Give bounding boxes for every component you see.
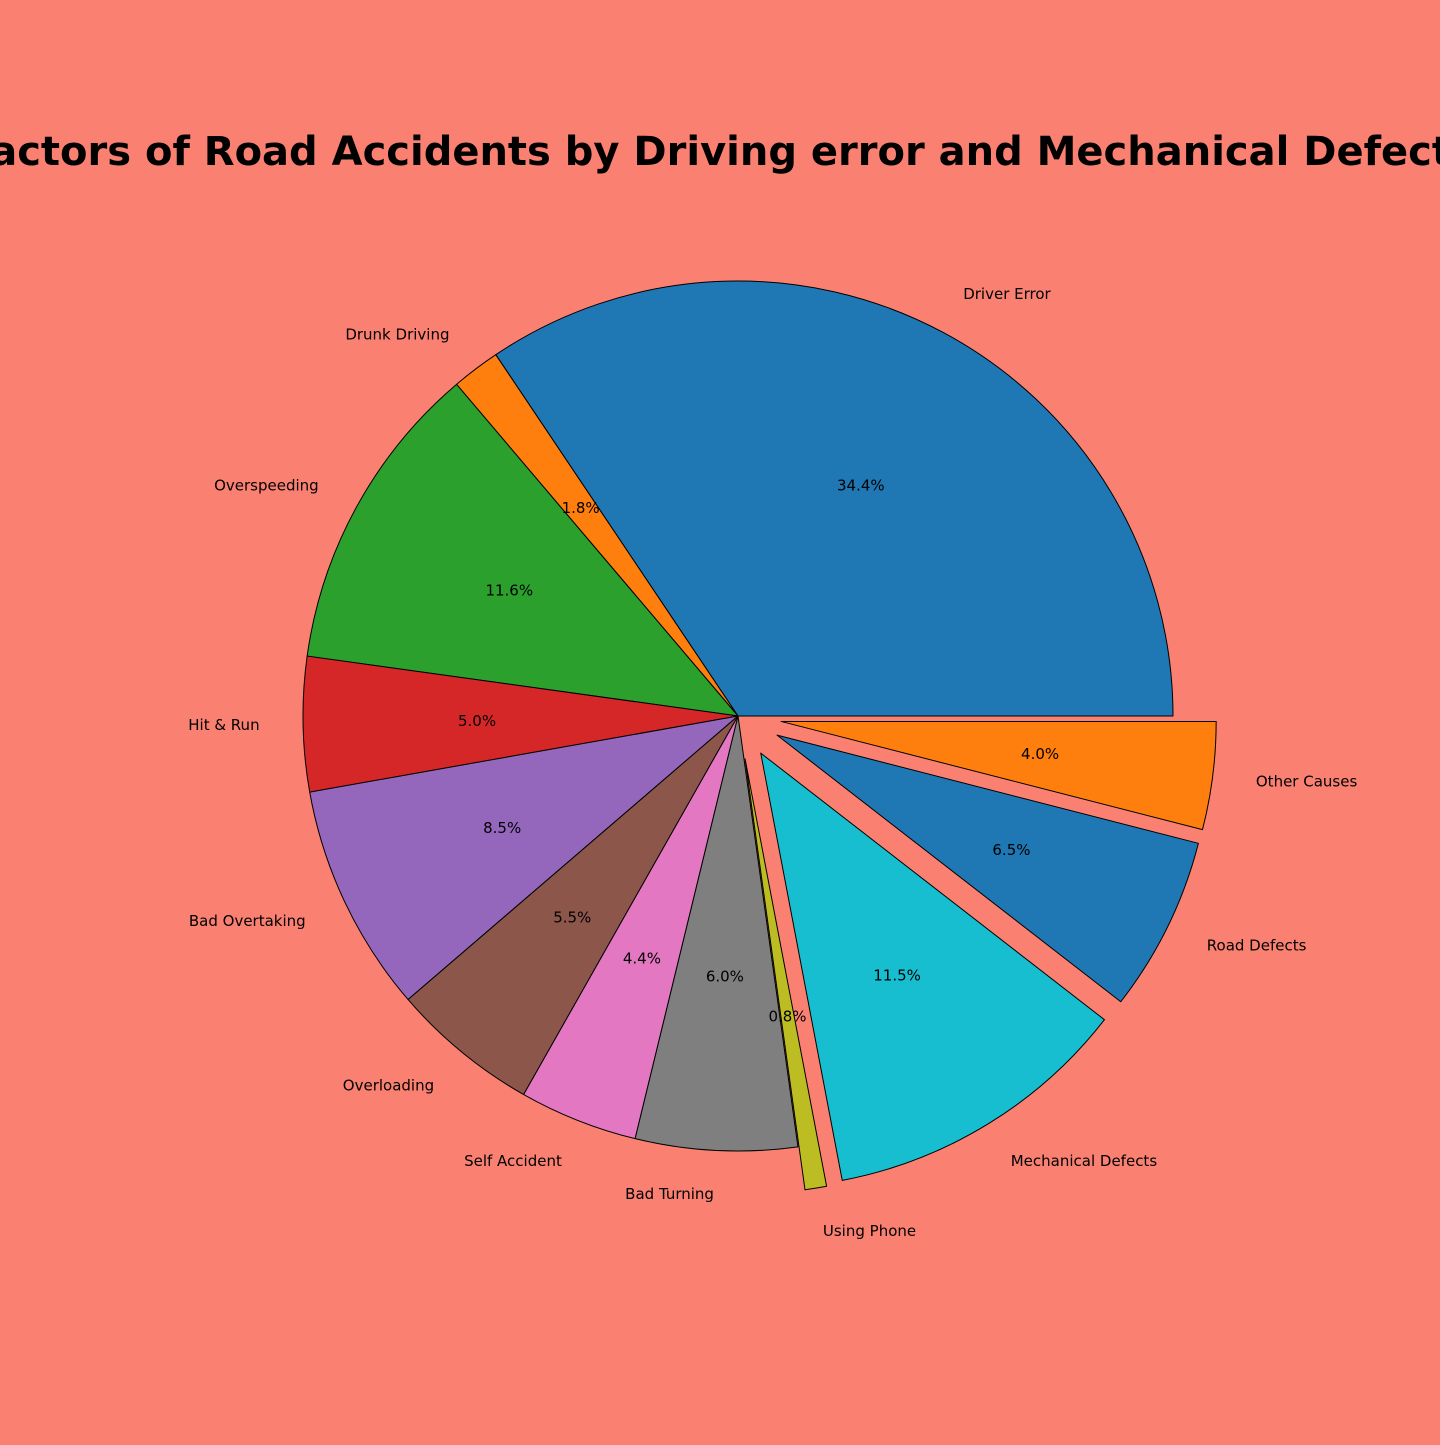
pct-label-overloading: 5.5% bbox=[553, 909, 591, 927]
pct-label-drunk-driving: 1.8% bbox=[562, 499, 600, 517]
labels-layer: Driver Error 34.4% Drunk Driving 1.8% Oversp… bbox=[188, 285, 1357, 1240]
slice-label-bad-turning: Bad Turning bbox=[625, 1185, 714, 1203]
slice-label-self-accident: Self Accident bbox=[464, 1152, 562, 1170]
slice-label-road-defects: Road Defects bbox=[1207, 937, 1307, 955]
pct-label-self-accident: 4.4% bbox=[623, 950, 661, 968]
pie-slice-overloading bbox=[407, 715, 739, 1096]
pct-label-using-phone: 0.8% bbox=[768, 1007, 806, 1025]
slice-label-hit-and-run: Hit & Run bbox=[188, 716, 259, 734]
pct-label-bad-turning: 6.0% bbox=[706, 968, 744, 986]
slice-label-overloading: Overloading bbox=[343, 1077, 434, 1095]
pie-slice-using-phone bbox=[744, 758, 828, 1191]
slice-label-driver-error: Driver Error bbox=[963, 285, 1051, 303]
pie-slice-bad-overtaking bbox=[309, 715, 739, 1001]
pie-slice-driver-error bbox=[495, 280, 1174, 717]
pie-slice-mechanical-defects bbox=[760, 752, 1105, 1181]
pct-label-overspeeding: 11.6% bbox=[485, 581, 533, 599]
slices-layer bbox=[302, 280, 1217, 1191]
pie-slice-other-causes bbox=[780, 720, 1217, 831]
chart-title: Factors of Road Accidents by Driving err… bbox=[0, 129, 1440, 175]
slice-label-other-causes: Other Causes bbox=[1256, 772, 1358, 790]
slice-label-using-phone: Using Phone bbox=[823, 1222, 916, 1240]
pie-slice-road-defects bbox=[776, 734, 1199, 1003]
slice-label-overspeeding: Overspeeding bbox=[214, 476, 319, 494]
slice-label-bad-overtaking: Bad Overtaking bbox=[189, 912, 306, 930]
pct-label-other-causes: 4.0% bbox=[1021, 745, 1059, 763]
slice-label-drunk-driving: Drunk Driving bbox=[345, 325, 449, 343]
pct-label-road-defects: 6.5% bbox=[992, 841, 1030, 859]
pie-slice-bad-turning bbox=[634, 715, 799, 1152]
pct-label-mechanical-defects: 11.5% bbox=[873, 967, 921, 985]
pct-label-bad-overtaking: 8.5% bbox=[483, 819, 521, 837]
pct-label-hit-and-run: 5.0% bbox=[458, 712, 496, 730]
slice-label-mechanical-defects: Mechanical Defects bbox=[1011, 1152, 1158, 1170]
pie-slice-overspeeding bbox=[306, 383, 739, 717]
pct-label-driver-error: 34.4% bbox=[837, 477, 885, 495]
